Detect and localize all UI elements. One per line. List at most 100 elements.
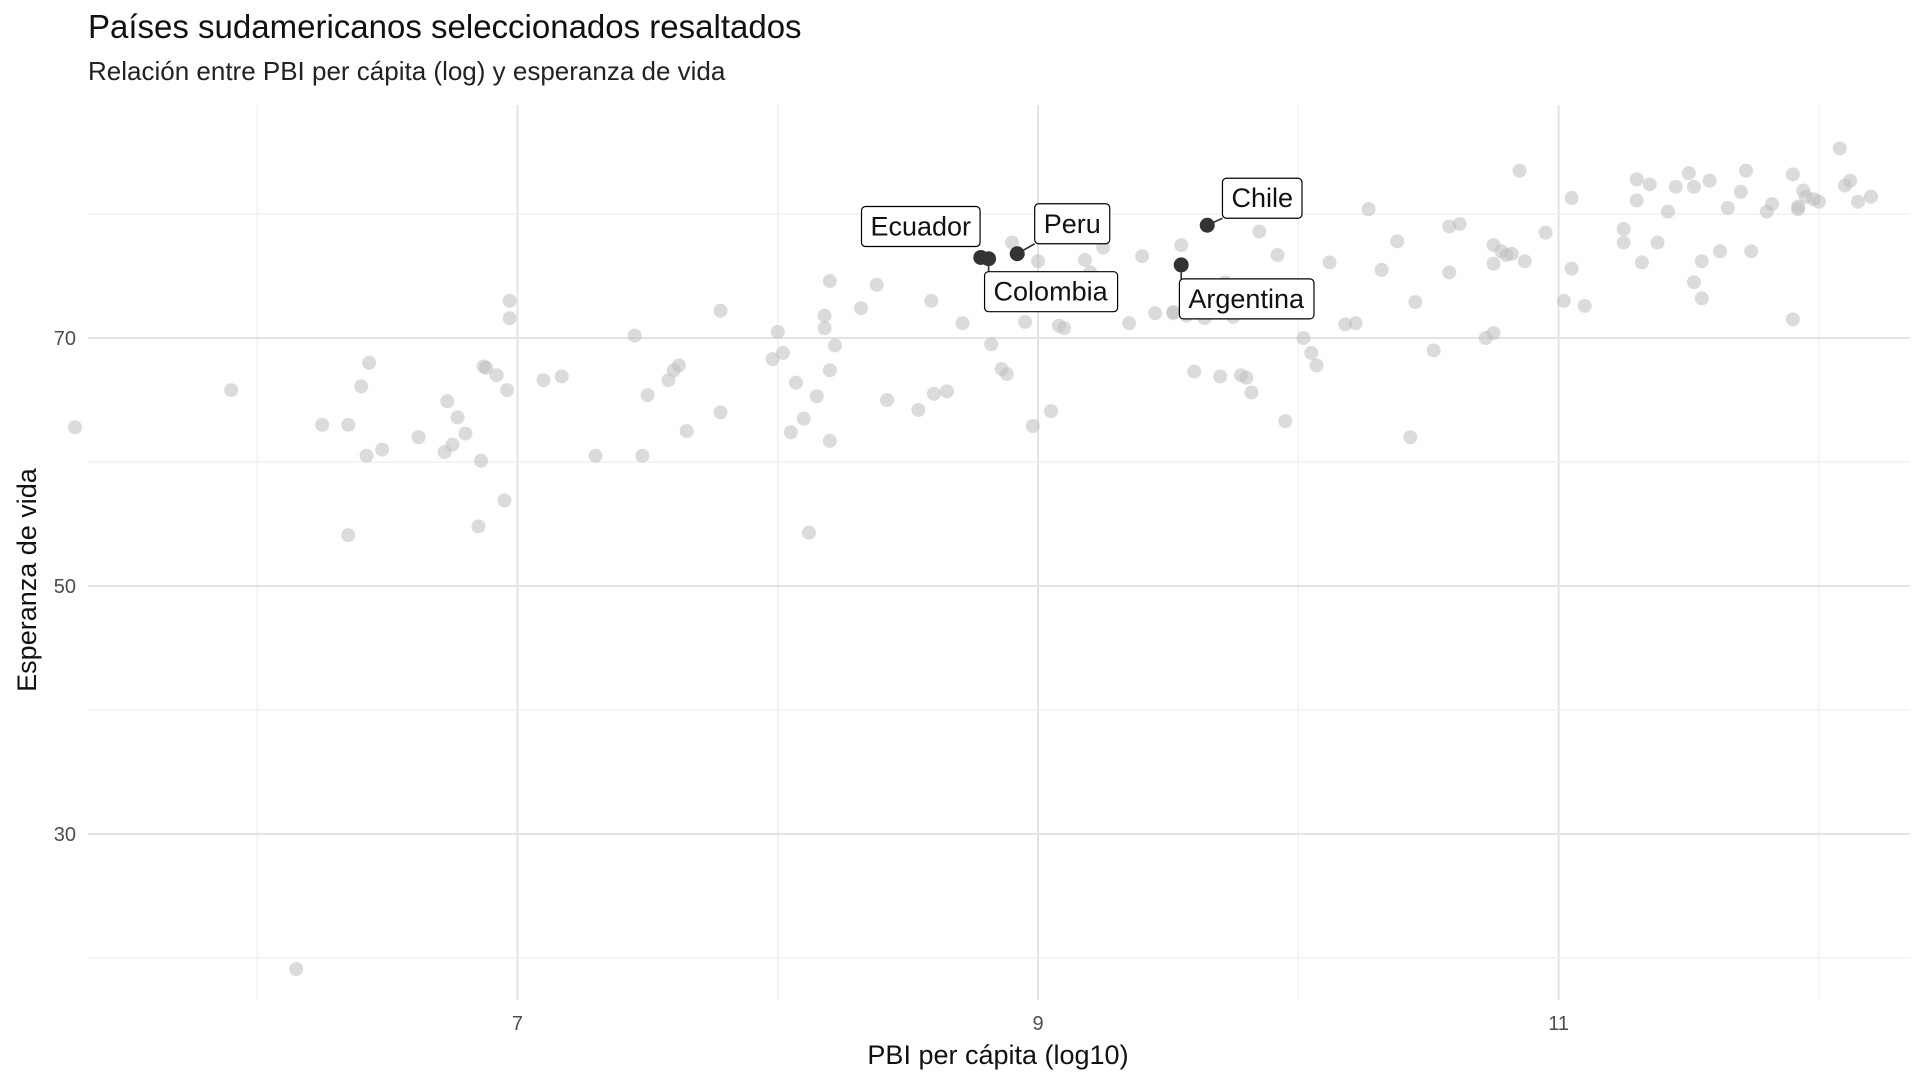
- data-point: [775, 345, 790, 360]
- data-point: [1733, 184, 1748, 199]
- data-point: [984, 337, 999, 352]
- label-ecuador: Ecuador: [860, 205, 981, 248]
- data-point: [822, 433, 837, 448]
- data-point: [224, 383, 239, 398]
- data-point: [341, 417, 356, 432]
- data-point: [1739, 163, 1754, 178]
- highlighted-point-colombia: [981, 251, 997, 267]
- data-point: [1634, 255, 1649, 270]
- data-point: [1348, 316, 1363, 331]
- data-point: [627, 328, 642, 343]
- data-point: [1556, 293, 1571, 308]
- data-point: [926, 386, 941, 401]
- data-point: [911, 402, 926, 417]
- x-tick-label: 11: [1548, 1013, 1569, 1035]
- label-text: Argentina: [1188, 284, 1305, 314]
- data-point: [880, 393, 895, 408]
- data-point: [554, 369, 569, 384]
- data-point: [640, 388, 655, 403]
- data-point: [1309, 358, 1324, 373]
- data-point: [489, 368, 504, 383]
- data-point: [1426, 343, 1441, 358]
- data-point: [1148, 306, 1163, 321]
- data-point: [788, 375, 803, 390]
- data-point: [1577, 298, 1592, 313]
- y-tick-label: 50: [54, 576, 76, 598]
- data-point: [1486, 326, 1501, 341]
- data-point: [1720, 200, 1735, 215]
- data-point: [1322, 255, 1337, 270]
- country-labels: Chile Peru Ecuador Colombia Argentina: [860, 177, 1315, 320]
- data-point: [362, 355, 377, 370]
- label-text: Colombia: [994, 277, 1109, 307]
- data-point: [289, 962, 304, 977]
- data-point: [1361, 202, 1376, 217]
- data-point: [1442, 265, 1457, 280]
- data-point: [1517, 254, 1532, 269]
- data-point: [1057, 321, 1072, 336]
- label-text: Ecuador: [870, 211, 971, 241]
- chart-subtitle: Relación entre PBI per cápita (log) y es…: [88, 56, 726, 86]
- data-point: [1452, 217, 1467, 232]
- data-point: [770, 324, 785, 339]
- data-point: [1629, 193, 1644, 208]
- data-point: [1811, 194, 1826, 209]
- label-text: Peru: [1044, 209, 1101, 239]
- data-point: [1702, 173, 1717, 188]
- data-point: [411, 430, 426, 445]
- data-point: [783, 425, 798, 440]
- data-point: [67, 420, 82, 435]
- data-point: [1694, 291, 1709, 306]
- highlighted-point-argentina: [1173, 257, 1189, 273]
- data-point: [765, 352, 780, 367]
- data-point: [341, 528, 356, 543]
- data-point: [1512, 163, 1527, 178]
- highlighted-point-chile: [1199, 217, 1215, 233]
- y-axis-title: Esperanza de vida: [12, 467, 42, 692]
- label-box: [983, 271, 1119, 313]
- label-box: [1034, 203, 1111, 245]
- highlighted-point-peru: [1009, 246, 1025, 262]
- data-point: [1832, 141, 1847, 156]
- data-point: [1712, 244, 1727, 259]
- data-point: [1616, 221, 1631, 236]
- data-point: [828, 338, 843, 353]
- data-point: [1668, 179, 1683, 194]
- data-point: [801, 525, 816, 540]
- data-point: [1538, 225, 1553, 240]
- data-point: [1018, 314, 1033, 329]
- data-point: [854, 301, 869, 316]
- data-point: [1504, 246, 1519, 261]
- data-point: [1031, 254, 1046, 269]
- label-box: [1221, 177, 1303, 219]
- data-point: [713, 303, 728, 318]
- x-axis-title: PBI per cápita (log10): [867, 1040, 1128, 1070]
- x-tick-label: 9: [1032, 1013, 1043, 1035]
- data-point: [1765, 197, 1780, 212]
- data-point: [1660, 204, 1675, 219]
- data-point: [1681, 166, 1696, 181]
- data-point: [955, 316, 970, 331]
- data-point: [497, 493, 512, 508]
- data-point: [359, 448, 374, 463]
- data-point: [440, 394, 455, 409]
- data-point: [450, 410, 465, 425]
- data-point: [1850, 194, 1865, 209]
- label-peru: Peru: [1034, 203, 1111, 245]
- data-point: [1077, 252, 1092, 267]
- highlighted-points: [973, 217, 1215, 273]
- data-point: [1686, 179, 1701, 194]
- data-point: [1374, 262, 1389, 277]
- label-box: [860, 205, 981, 248]
- data-point: [1278, 414, 1293, 429]
- y-tick-label: 30: [54, 824, 76, 846]
- data-point: [1785, 312, 1800, 327]
- data-point: [1390, 234, 1405, 249]
- data-point: [1843, 173, 1858, 188]
- data-point: [1686, 275, 1701, 290]
- data-point: [1239, 370, 1254, 385]
- data-point: [1005, 235, 1020, 250]
- data-point: [354, 379, 369, 394]
- data-point: [502, 311, 517, 326]
